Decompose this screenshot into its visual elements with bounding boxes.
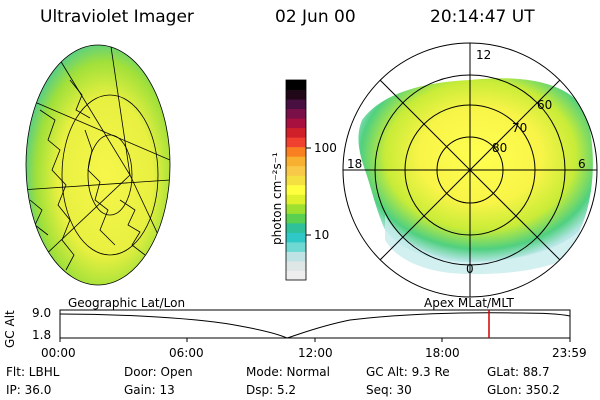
altitude-plot (59, 309, 571, 342)
altitude-ytick-high: 9.0 (32, 306, 52, 320)
colorbar-swatch (286, 89, 306, 100)
gc-alt-info: GC Alt: 9.3 Re (366, 365, 450, 379)
colorbar-swatch (286, 175, 306, 186)
colorbar-tick-label-100: 100 (314, 141, 337, 155)
colorbar-frame (285, 79, 307, 281)
colorbar-swatch (286, 194, 306, 205)
colorbar-swatch (286, 118, 306, 129)
dsp-info: Dsp: 5.2 (246, 383, 297, 397)
right-caption: Apex MLat/MLT (424, 296, 514, 310)
time-tick-0000: 00:00 (41, 346, 76, 360)
colorbar-swatch (286, 270, 306, 281)
geographic-globe (25, 44, 171, 286)
colorbar-swatch (286, 108, 306, 119)
colorbar-swatch (286, 137, 306, 148)
gain-info: Gain: 13 (124, 383, 175, 397)
door-info: Door: Open (124, 365, 193, 379)
time-label: 20:14:47 UT (430, 7, 535, 27)
lat-label-60: 60 (537, 98, 553, 112)
time-tick-2359: 23:59 (552, 346, 587, 360)
colorbar-swatch (286, 222, 306, 233)
mlt-label-6: 6 (578, 157, 586, 171)
left-caption: Geographic Lat/Lon (68, 296, 186, 310)
colorbar-swatch (286, 251, 306, 262)
colorbar-label: photon cm⁻²s⁻¹ (270, 152, 284, 245)
mlt-label-18: 18 (347, 157, 363, 171)
colorbar-swatch (286, 99, 306, 110)
altitude-ylabel: GC Alt (3, 310, 17, 348)
colorbar-swatch (286, 213, 306, 224)
time-tick-1200: 12:00 (298, 346, 333, 360)
colorbar-tick-label-10: 10 (314, 228, 330, 242)
colorbar-swatch (286, 127, 306, 138)
time-tick-1800: 18:00 (425, 346, 460, 360)
colorbar-swatch (286, 241, 306, 252)
colorbar (286, 80, 306, 281)
time-tick-0600: 06:00 (169, 346, 204, 360)
mlt-label-12: 12 (476, 48, 492, 62)
date-label: 02 Jun 00 (275, 7, 356, 27)
mlt-label-0: 0 (466, 262, 474, 276)
glon-info: GLon: 350.2 (487, 383, 560, 397)
colorbar-swatch (286, 260, 306, 271)
colorbar-swatch (286, 146, 306, 157)
colorbar-swatch (286, 232, 306, 243)
altitude-ytick-low: 1.8 (32, 328, 52, 342)
seq-info: Seq: 30 (366, 383, 412, 397)
filter-info: Flt: LBHL (6, 365, 60, 379)
glat-info: GLat: 88.7 (487, 365, 550, 379)
colorbar-swatch (286, 165, 306, 176)
colorbar-swatch (286, 203, 306, 214)
mode-info: Mode: Normal (246, 365, 330, 379)
ip-info: IP: 36.0 (6, 383, 52, 397)
lat-label-80: 80 (492, 141, 508, 155)
colorbar-swatch (286, 156, 306, 167)
polar-plot (342, 42, 598, 298)
colorbar-swatch (286, 184, 306, 195)
colorbar-swatch (286, 80, 306, 91)
lat-label-70: 70 (512, 121, 528, 135)
instrument-title: Ultraviolet Imager (40, 7, 194, 27)
